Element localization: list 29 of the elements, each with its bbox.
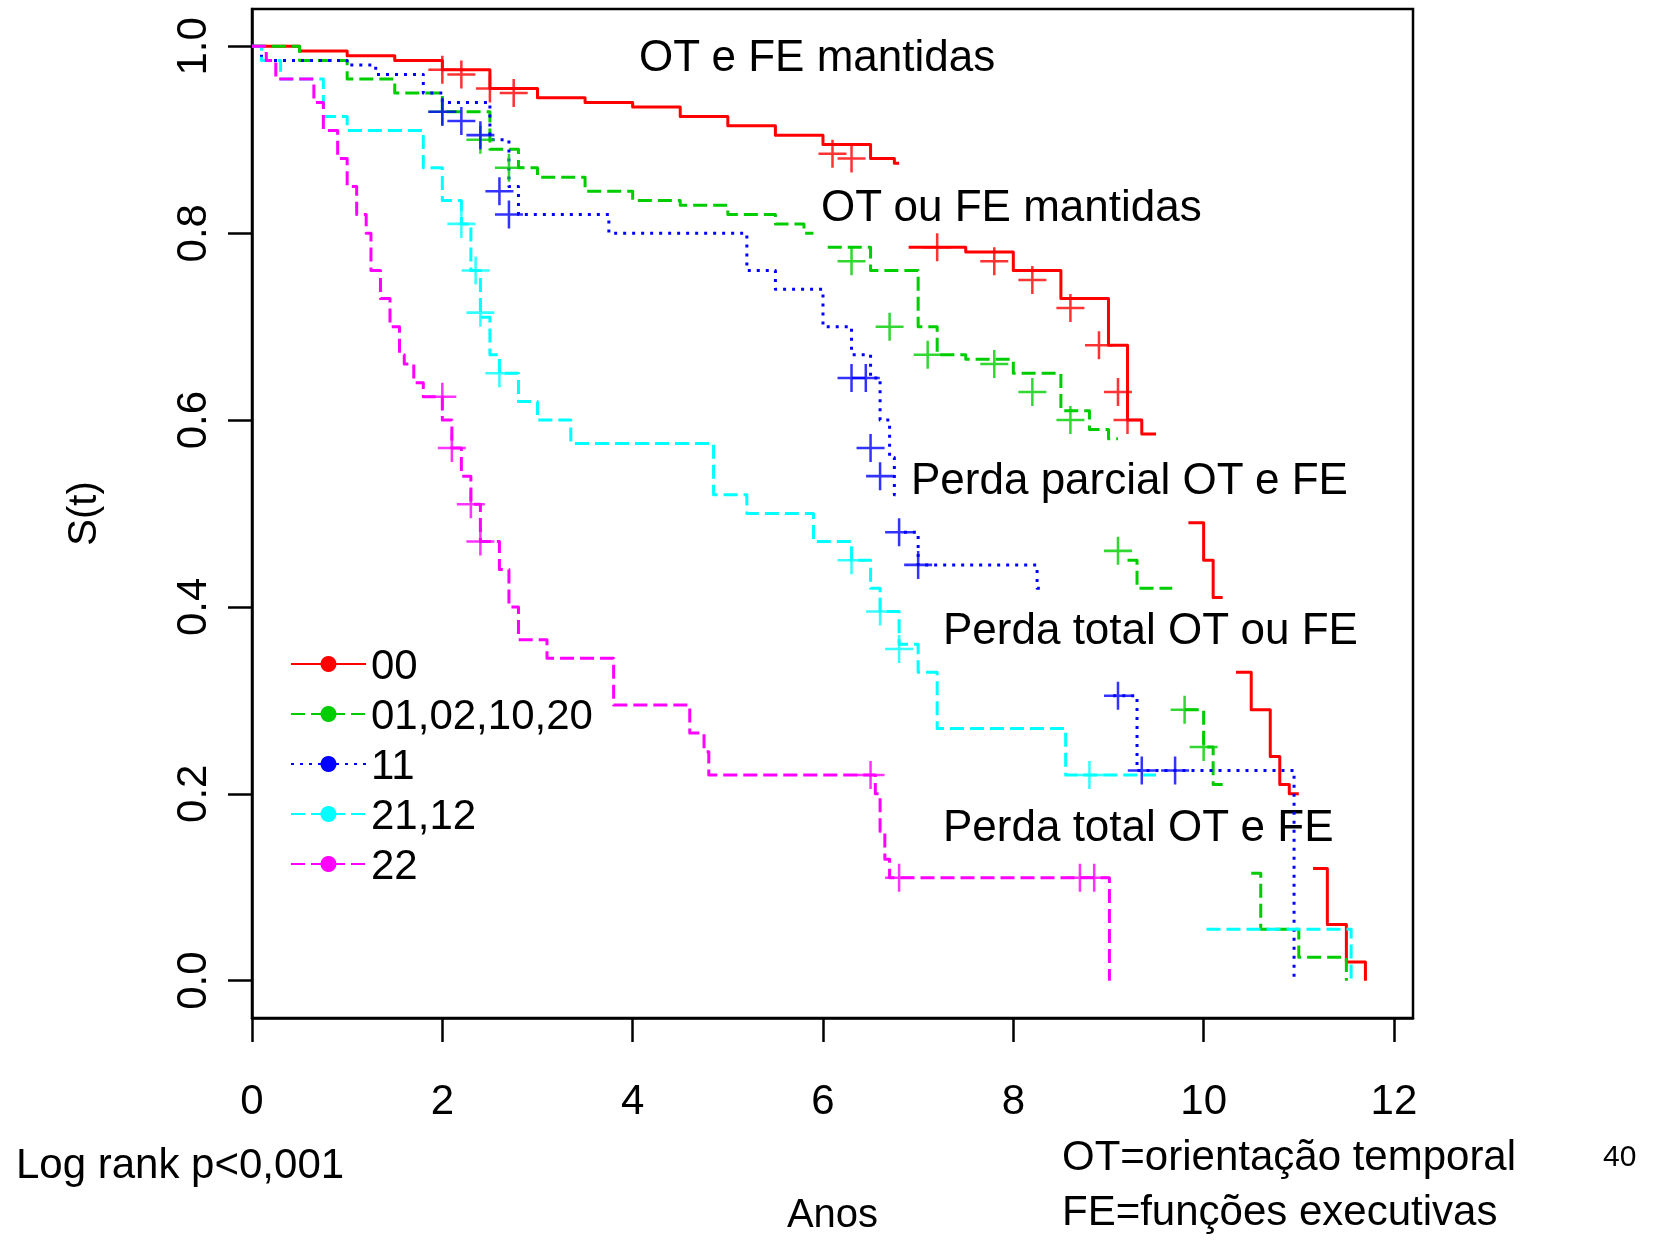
annotation: OT e FE mantidas: [639, 31, 996, 81]
legend-label: 22: [371, 840, 418, 888]
legend-label: 21,12: [371, 790, 477, 838]
annotation: OT ou FE mantidas: [821, 181, 1202, 231]
legend-label: 01,02,10,20: [371, 690, 593, 738]
x-tick-label: 4: [620, 1075, 645, 1123]
x-axis-title: Anos: [786, 1191, 879, 1235]
y-tick-label: 0.8: [167, 204, 215, 263]
text: Log rank p<0,001: [16, 1140, 345, 1188]
legend-label: 00: [371, 640, 418, 688]
legend-label: 11: [371, 740, 415, 788]
annotation: Perda total OT ou FE: [943, 604, 1358, 654]
x-tick-label: 2: [430, 1075, 455, 1123]
annotation: Perda parcial OT e FE: [911, 454, 1348, 504]
y-axis-title: S(t): [60, 481, 104, 546]
annotation: Perda total OT e FE: [943, 801, 1334, 851]
y-tick-label: 0.2: [167, 764, 215, 823]
x-tick-label: 0: [240, 1075, 264, 1123]
x-tick-label: 8: [1001, 1075, 1025, 1123]
y-tick-label: 0.6: [167, 390, 215, 450]
x-tick-label: 10: [1180, 1075, 1227, 1123]
x-tick-label: 6: [811, 1075, 835, 1123]
text: 40: [1603, 1138, 1637, 1172]
text: OT=orientação temporal: [1062, 1132, 1517, 1180]
y-tick-label: 1.0: [167, 17, 215, 76]
y-tick-label: 0.4: [167, 577, 215, 637]
text: FE=funções executivas: [1062, 1187, 1498, 1235]
y-tick-label: 0.0: [167, 951, 215, 1010]
x-tick-label: 12: [1370, 1075, 1418, 1123]
